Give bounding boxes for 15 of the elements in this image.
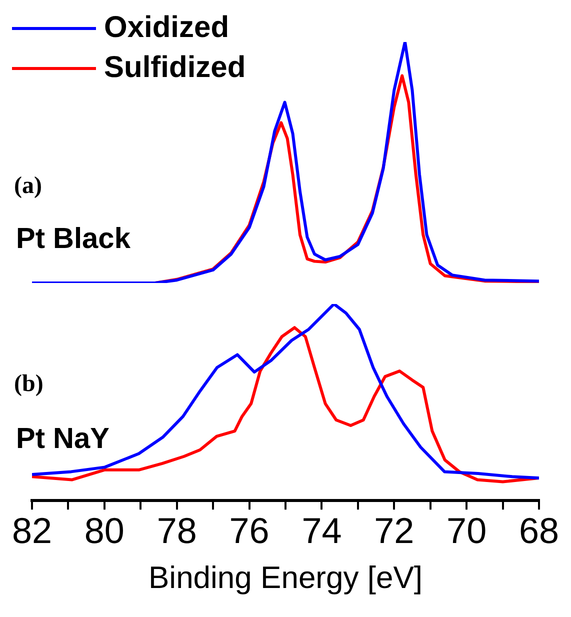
x-tick-label: 76 xyxy=(229,510,270,552)
x-tick-label: 74 xyxy=(302,510,342,552)
annotation: (a) xyxy=(14,173,42,200)
legend-label: Oxidized xyxy=(104,10,230,46)
x-tick-label: 82 xyxy=(12,510,52,552)
x-tick-label: 72 xyxy=(374,510,414,552)
x-tick-label: 80 xyxy=(84,510,124,552)
x-tick-label: 78 xyxy=(156,510,197,552)
x-tick-label: 70 xyxy=(446,510,487,552)
x-tick-label: 68 xyxy=(518,510,560,552)
annotation: Pt NaY xyxy=(16,423,110,455)
annotation: (b) xyxy=(14,371,44,398)
legend-label: Sulfidized xyxy=(104,50,246,86)
annotation: Pt Black xyxy=(16,223,132,255)
x-axis-title: Binding Energy [eV] xyxy=(148,560,423,595)
